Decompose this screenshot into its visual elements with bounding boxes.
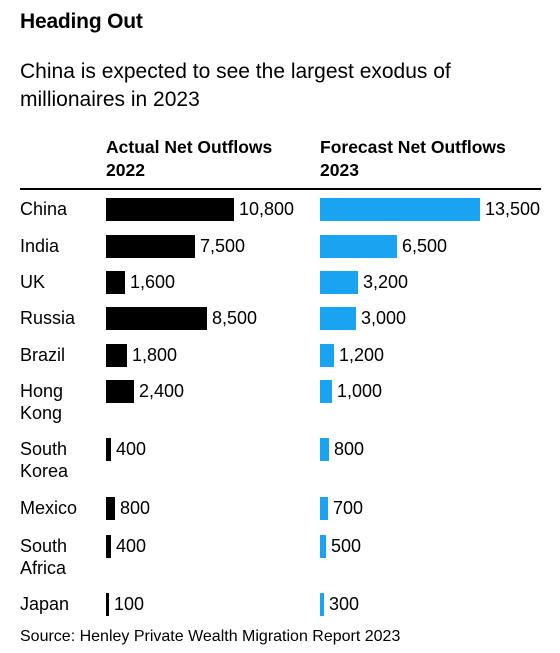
category-label: Japan [20,594,70,614]
category-label: Hong Kong [20,381,64,423]
forecast-value-label: 6,500 [402,236,448,256]
chart-subtitle: China is expected to see the largest exo… [20,60,451,111]
actual-bar [106,344,127,367]
actual-bar [106,235,195,258]
category-label: Russia [20,308,76,328]
category-label: Brazil [20,345,66,365]
category-label: Mexico [20,498,78,518]
forecast-value-label: 500 [331,536,362,556]
actual-value-label: 400 [116,536,147,556]
actual-bar [106,380,134,403]
actual-value-label: 1,800 [132,345,178,365]
actual-value-label: 10,800 [239,199,295,219]
forecast-bar [320,235,397,258]
actual-bar [106,438,111,461]
forecast-bar [320,271,358,294]
actual-value-label: 2,400 [139,381,185,401]
chart-title: Heading Out [20,10,143,33]
actual-value-label: 7,500 [200,236,246,256]
category-label: UK [20,272,46,292]
source-note: Source: Henley Private Wealth Migration … [20,628,401,645]
forecast-bar [320,307,356,330]
forecast-value-label: 800 [334,439,365,459]
forecast-bar [320,198,480,221]
forecast-bar [320,593,324,616]
category-label: South Korea [20,439,69,481]
actual-bar [106,593,109,616]
forecast-bar [320,497,328,520]
actual-value-label: 8,500 [212,308,258,328]
actual-value-label: 800 [120,498,151,518]
actual-bar [106,198,234,221]
actual-bar [106,271,125,294]
forecast-bar [320,535,326,558]
actual-bar [106,307,207,330]
category-label: India [20,236,60,256]
actual-bar [106,535,111,558]
actual-value-label: 1,600 [130,272,176,292]
actual-value-label: 400 [116,439,147,459]
forecast-value-label: 300 [329,594,360,614]
category-label: China [20,199,68,219]
forecast-value-label: 3,000 [361,308,407,328]
header-divider [20,188,541,190]
forecast-column-header: Forecast Net Outflows 2023 [320,137,506,180]
forecast-value-label: 1,200 [339,345,385,365]
category-label: South Africa [20,536,68,578]
forecast-bar [320,380,332,403]
forecast-value-label: 13,500 [485,199,541,219]
actual-value-label: 100 [114,594,145,614]
forecast-value-label: 700 [333,498,364,518]
actual-bar [106,497,115,520]
forecast-bar [320,438,329,461]
forecast-bar [320,344,334,367]
forecast-value-label: 1,000 [337,381,383,401]
forecast-value-label: 3,200 [363,272,409,292]
actual-column-header: Actual Net Outflows 2022 [106,137,273,180]
